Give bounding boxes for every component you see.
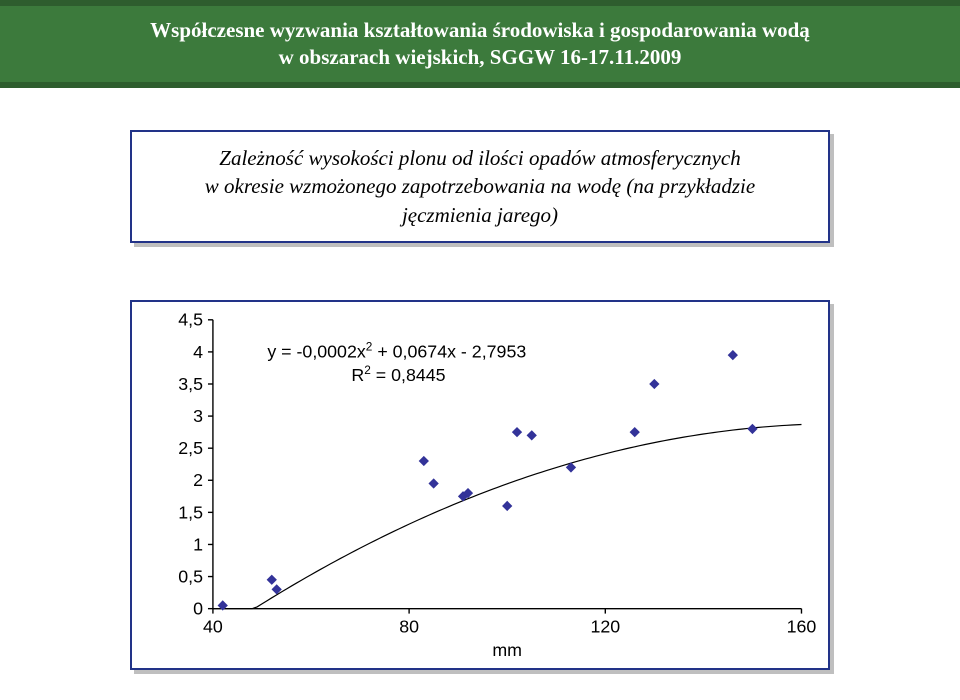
header-title: Współczesne wyzwania kształtowania środo… — [0, 0, 960, 88]
caption-line-2: w okresie wzmożonego zapotrzebowania na … — [152, 172, 808, 200]
svg-text:2,5: 2,5 — [178, 438, 203, 458]
svg-text:160: 160 — [787, 616, 817, 636]
equation-text: y = -0,0002x2 + 0,0674x - 2,7953R2 = 0,8… — [267, 339, 526, 385]
svg-text:2: 2 — [193, 470, 203, 490]
svg-text:y = -0,0002x2 + 0,0674x - 2,79: y = -0,0002x2 + 0,0674x - 2,7953 — [267, 339, 526, 361]
caption-box: Zależność wysokości plonu od ilości opad… — [130, 130, 830, 243]
svg-text:120: 120 — [590, 616, 620, 636]
svg-text:1,5: 1,5 — [178, 502, 203, 522]
svg-text:0: 0 — [193, 599, 203, 619]
svg-text:4: 4 — [193, 342, 203, 362]
svg-text:1: 1 — [193, 534, 203, 554]
svg-text:4,5: 4,5 — [178, 310, 203, 330]
x-ticks: 40 80 120 160 — [203, 616, 816, 636]
svg-text:R2 = 0,8445: R2 = 0,8445 — [351, 363, 445, 385]
caption-line-1: Zależność wysokości plonu od ilości opad… — [152, 144, 808, 172]
chart-box: 0 0,5 1 1,5 2 2,5 3 3,5 4 4,5 40 80 120 160 y = -0,0… — [130, 300, 830, 670]
plot-area — [208, 320, 802, 614]
svg-text:3,5: 3,5 — [178, 374, 203, 394]
page: Współczesne wyzwania kształtowania środo… — [0, 0, 960, 700]
scatter-chart: 0 0,5 1 1,5 2 2,5 3 3,5 4 4,5 40 80 120 160 y = -0,0… — [132, 302, 828, 668]
svg-text:40: 40 — [203, 616, 223, 636]
x-axis-label: mm — [492, 640, 522, 660]
caption-line-3: jęczmienia jarego) — [152, 201, 808, 229]
svg-text:3: 3 — [193, 406, 203, 426]
header-line-2: w obszarach wiejskich, SGGW 16-17.11.200… — [279, 44, 682, 71]
svg-text:0,5: 0,5 — [178, 566, 203, 586]
header-line-1: Współczesne wyzwania kształtowania środo… — [150, 17, 810, 44]
svg-text:80: 80 — [399, 616, 419, 636]
y-ticks: 0 0,5 1 1,5 2 2,5 3 3,5 4 4,5 — [178, 310, 203, 619]
